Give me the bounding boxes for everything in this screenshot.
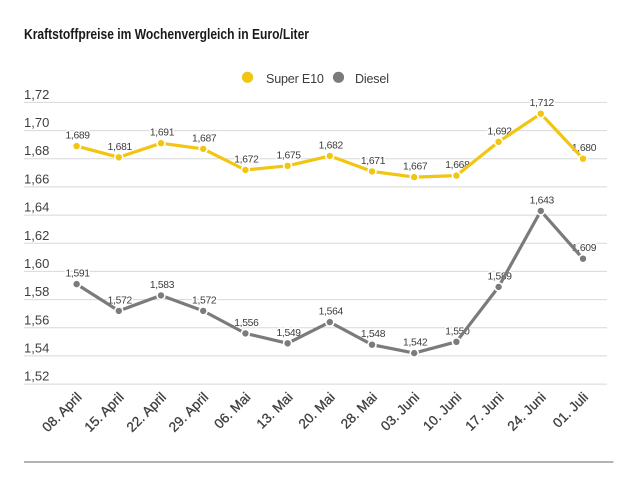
svg-text:03. Juni: 03. Juni bbox=[378, 390, 422, 434]
svg-text:1,58: 1,58 bbox=[24, 284, 49, 299]
svg-text:22. April: 22. April bbox=[124, 390, 169, 435]
svg-text:15. April: 15. April bbox=[81, 390, 126, 435]
svg-text:13. Mai: 13. Mai bbox=[253, 390, 295, 432]
svg-text:1,691: 1,691 bbox=[150, 128, 175, 139]
svg-text:1,572: 1,572 bbox=[192, 295, 217, 306]
svg-text:1,564: 1,564 bbox=[319, 307, 344, 318]
svg-text:20. Mai: 20. Mai bbox=[296, 390, 338, 432]
svg-text:1,549: 1,549 bbox=[276, 328, 301, 339]
svg-text:1,689: 1,689 bbox=[65, 131, 90, 142]
svg-text:1,64: 1,64 bbox=[24, 200, 49, 215]
svg-text:1,52: 1,52 bbox=[24, 369, 49, 384]
svg-text:1,672: 1,672 bbox=[234, 155, 259, 166]
svg-text:17. Juni: 17. Juni bbox=[462, 390, 506, 434]
svg-text:1,675: 1,675 bbox=[276, 150, 301, 161]
svg-text:1,687: 1,687 bbox=[192, 133, 217, 144]
svg-text:1,548: 1,548 bbox=[361, 329, 386, 340]
svg-text:1,56: 1,56 bbox=[24, 312, 49, 327]
svg-text:1,572: 1,572 bbox=[108, 295, 133, 306]
svg-text:06. Mai: 06. Mai bbox=[211, 390, 253, 432]
svg-text:1,542: 1,542 bbox=[403, 338, 428, 349]
svg-text:24. Juni: 24. Juni bbox=[505, 390, 549, 434]
svg-text:Diesel: Diesel bbox=[355, 72, 389, 86]
svg-text:08. April: 08. April bbox=[39, 390, 84, 435]
svg-text:1,70: 1,70 bbox=[24, 115, 49, 130]
svg-text:1,583: 1,583 bbox=[150, 280, 175, 291]
svg-text:Super E10: Super E10 bbox=[266, 72, 324, 86]
svg-text:1,682: 1,682 bbox=[319, 140, 344, 151]
svg-text:1,68: 1,68 bbox=[24, 143, 49, 158]
svg-text:1,66: 1,66 bbox=[24, 171, 49, 186]
svg-text:1,60: 1,60 bbox=[24, 256, 49, 271]
svg-text:1,556: 1,556 bbox=[234, 318, 259, 329]
svg-text:1,712: 1,712 bbox=[530, 98, 555, 109]
svg-text:1,591: 1,591 bbox=[65, 269, 90, 280]
svg-text:29. April: 29. April bbox=[166, 390, 211, 435]
svg-text:1,62: 1,62 bbox=[24, 228, 49, 243]
svg-text:01. Juli: 01. Juli bbox=[550, 390, 591, 431]
svg-text:28. Mai: 28. Mai bbox=[338, 390, 380, 432]
svg-text:1,54: 1,54 bbox=[24, 340, 49, 355]
svg-text:1,667: 1,667 bbox=[403, 162, 428, 173]
svg-text:1,681: 1,681 bbox=[108, 142, 133, 153]
svg-text:1,671: 1,671 bbox=[361, 156, 386, 167]
svg-text:Kraftstoffpreise im Wochenverg: Kraftstoffpreise im Wochenvergleich in E… bbox=[24, 27, 309, 43]
svg-text:1,589: 1,589 bbox=[487, 271, 512, 282]
svg-text:1,643: 1,643 bbox=[530, 195, 555, 206]
svg-text:10. Juni: 10. Juni bbox=[420, 390, 464, 434]
svg-text:1,72: 1,72 bbox=[24, 87, 49, 102]
